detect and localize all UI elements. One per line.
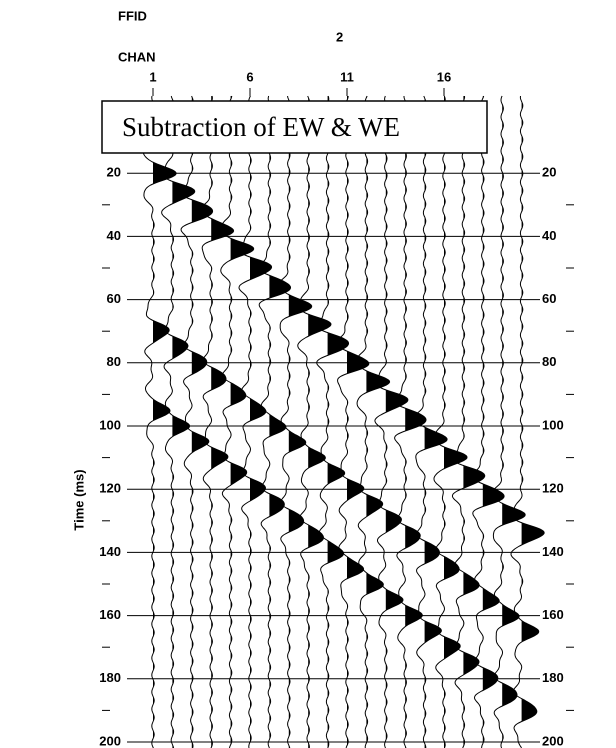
y-tick-label: 180	[99, 670, 121, 685]
trace-fill	[482, 96, 505, 748]
x-tick-label: 6	[246, 69, 253, 84]
y-tick-label: 60	[107, 291, 121, 306]
trace	[393, 96, 427, 748]
x-tick-label: 1	[149, 69, 156, 84]
trace	[356, 95, 391, 748]
chart-title: Subtraction of EW & WE	[122, 112, 400, 142]
trace	[413, 95, 448, 748]
trace-fill	[308, 96, 331, 748]
trace	[491, 95, 526, 748]
trace	[451, 95, 486, 748]
header-label: CHAN	[118, 49, 156, 64]
y-tick-label: 80	[107, 354, 121, 369]
trace	[142, 95, 177, 748]
y-tick-label: 200	[542, 733, 564, 748]
trace	[510, 95, 545, 748]
y-axis-label: Time (ms)	[71, 469, 86, 530]
y-tick-label: 140	[99, 544, 121, 559]
trace	[220, 95, 255, 748]
trace	[277, 95, 313, 748]
y-tick-label: 100	[99, 417, 121, 432]
trace-fill	[463, 96, 485, 748]
y-tick-label: 40	[107, 228, 121, 243]
y-tick-label: 160	[542, 607, 564, 622]
y-tick-label: 100	[542, 417, 564, 432]
y-tick-label: 40	[542, 228, 556, 243]
y-tick-label: 20	[542, 165, 556, 180]
trace	[199, 95, 235, 748]
trace	[433, 95, 468, 748]
y-tick-label: 140	[542, 544, 564, 559]
plot-area: 20 20 40 40 60 60 80 80 100 100 120 120 140 140 160 160…	[99, 69, 574, 748]
y-tick-label: 120	[99, 481, 121, 496]
trace-fill	[269, 96, 291, 748]
y-tick-label: 80	[542, 354, 556, 369]
y-tick-label: 20	[107, 165, 121, 180]
trace-fill	[521, 96, 545, 748]
y-tick-label: 200	[99, 733, 121, 748]
trace-fill	[211, 96, 234, 748]
trace	[316, 95, 349, 748]
x-tick-label: 11	[340, 69, 354, 84]
trace-fill	[327, 96, 349, 748]
y-tick-label: 120	[542, 481, 564, 496]
trace-fill	[250, 96, 272, 748]
trace	[180, 95, 214, 748]
trace	[297, 95, 332, 748]
x-tick-label: 16	[437, 69, 451, 84]
trace	[238, 95, 273, 748]
header-label: FFID	[118, 8, 147, 23]
trace	[471, 95, 505, 748]
trace-fill	[172, 96, 195, 748]
trace	[335, 95, 370, 748]
ffid-value: 2	[336, 29, 343, 44]
y-tick-label: 160	[99, 607, 121, 622]
y-tick-label: 60	[542, 291, 556, 306]
trace-fill	[502, 96, 526, 748]
title-box	[101, 100, 488, 154]
y-tick-label: 180	[542, 670, 564, 685]
trace-fill	[366, 96, 390, 748]
trace	[374, 95, 409, 748]
